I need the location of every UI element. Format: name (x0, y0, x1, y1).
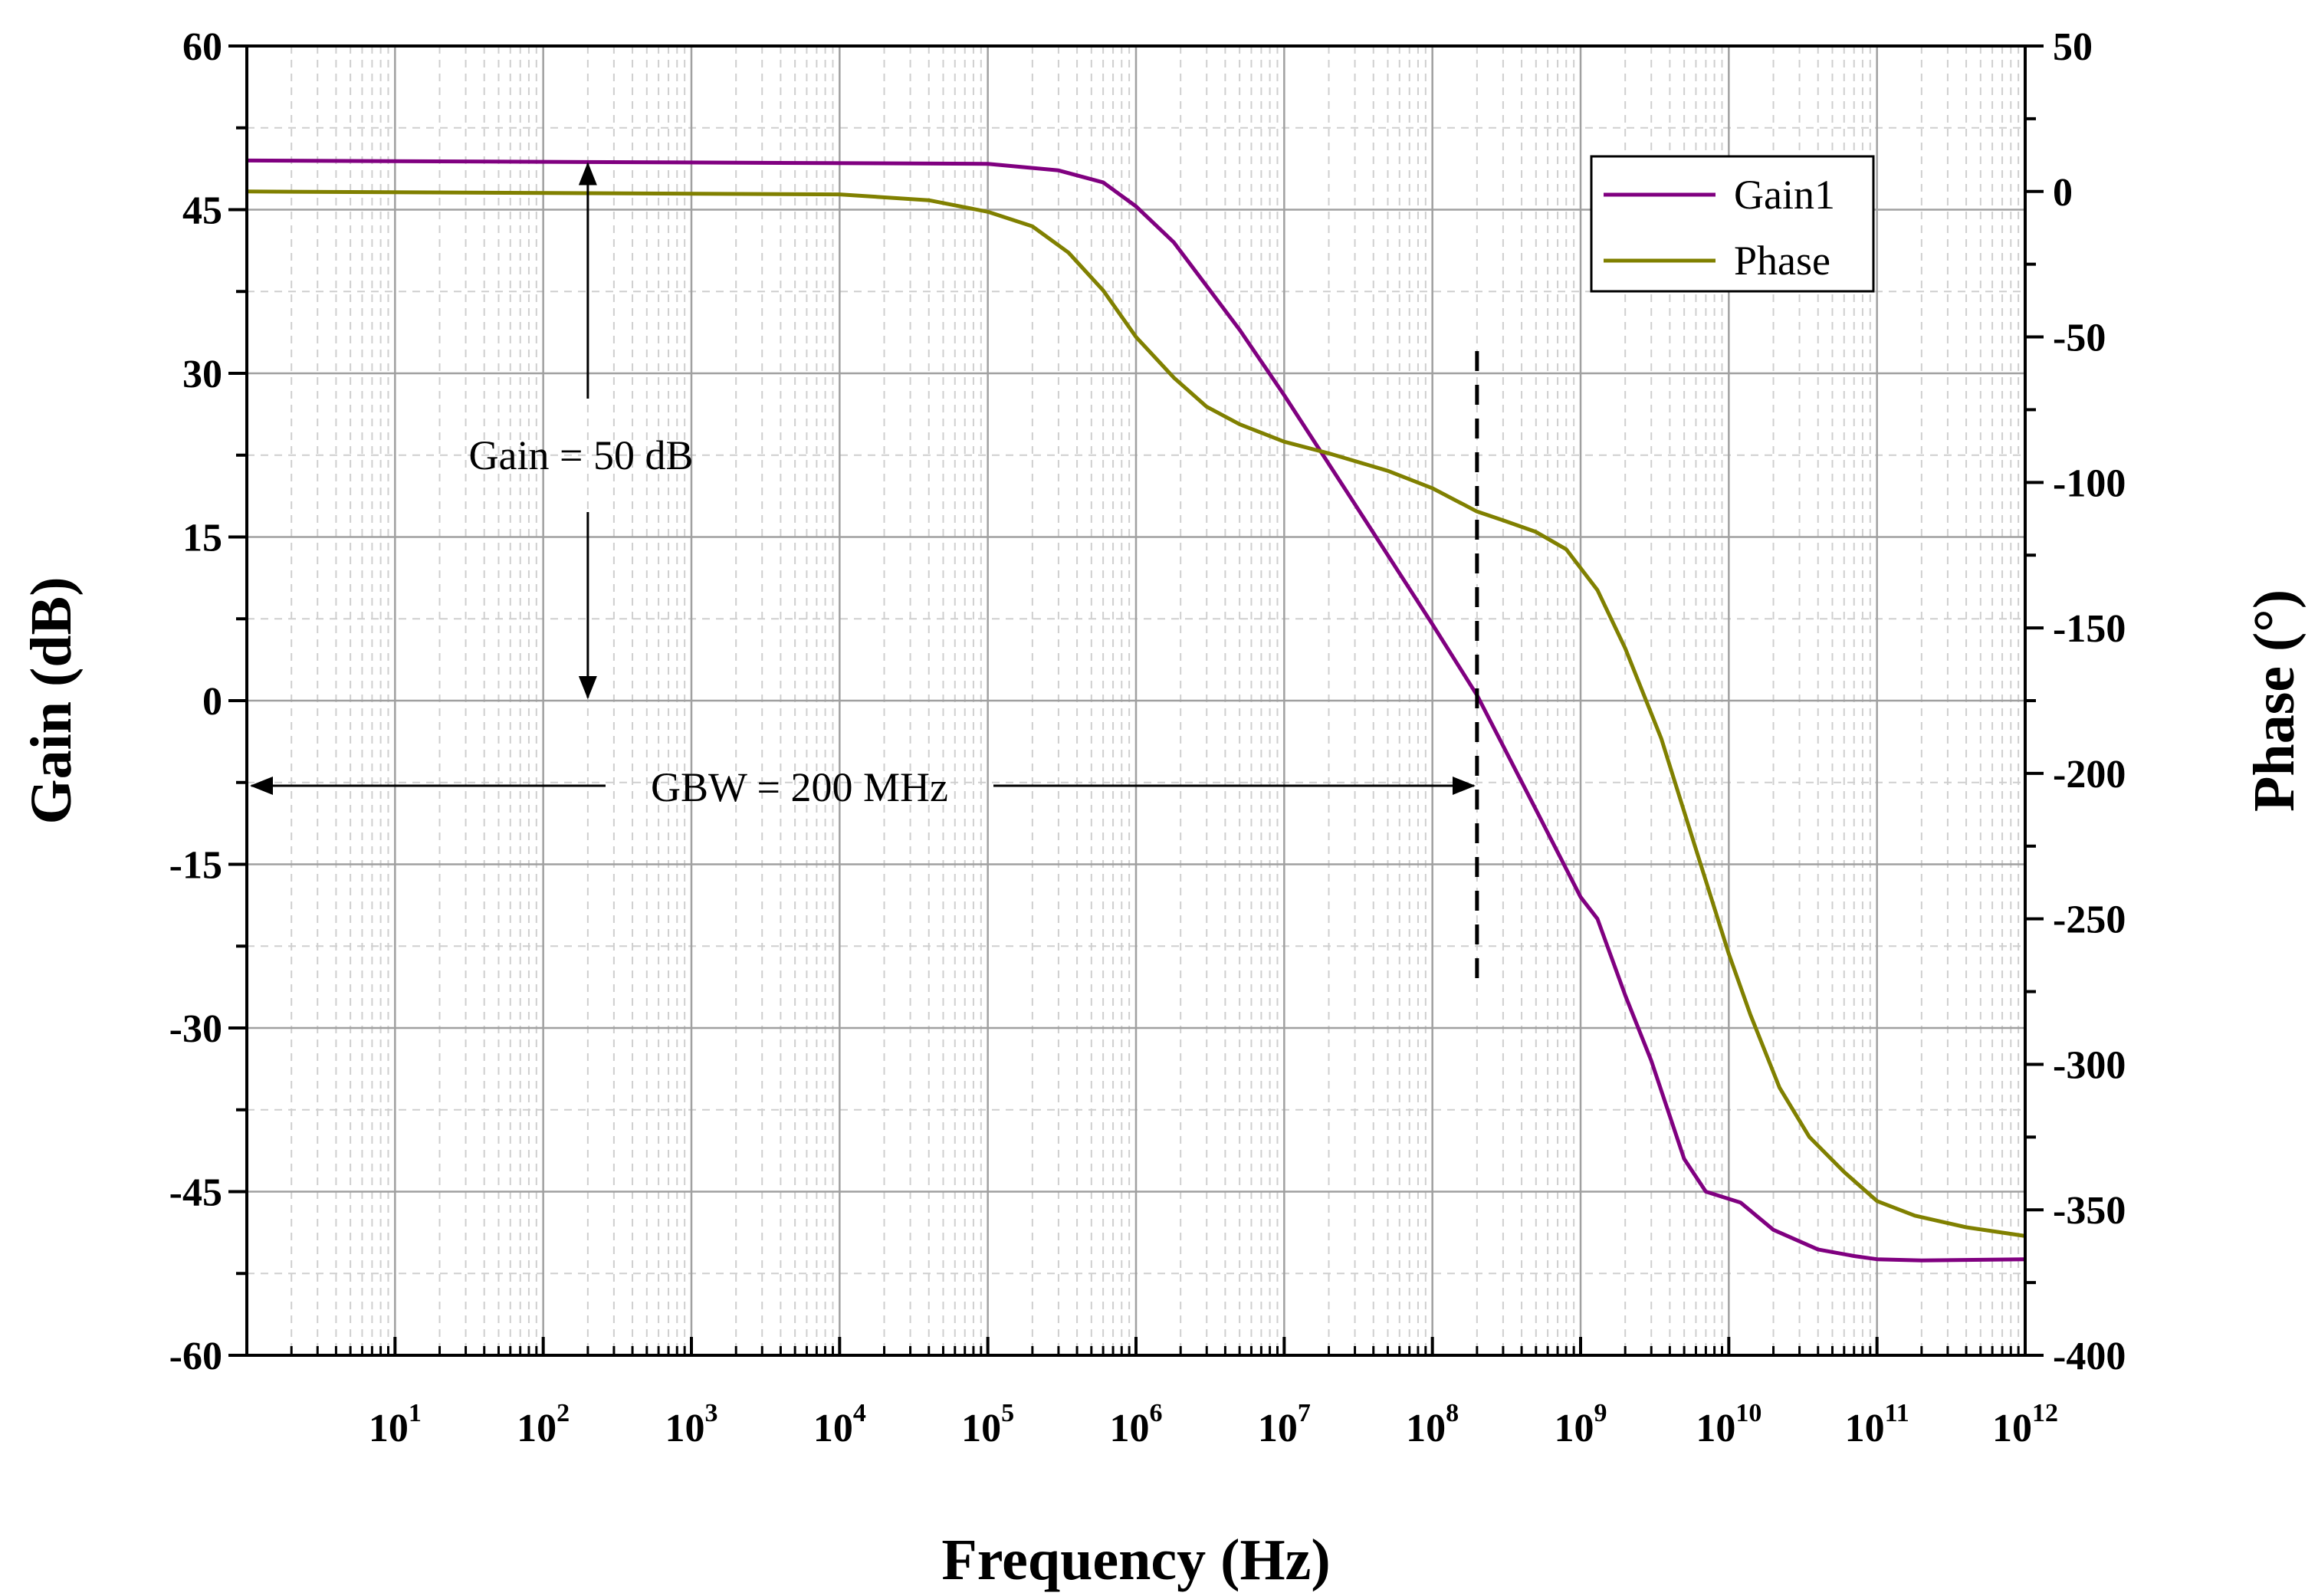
x-tick-label: 106 (1110, 1399, 1163, 1450)
y-right-tick-label: -400 (2053, 1335, 2126, 1378)
x-tick-label: 104 (813, 1399, 866, 1450)
y-left-tick-label: 60 (182, 25, 222, 69)
x-tick-label: 1011 (1845, 1399, 1909, 1450)
y-right-tick-label: -150 (2053, 607, 2126, 651)
y-left-tick-label: 30 (182, 353, 222, 396)
y-right-tick-label: -350 (2053, 1189, 2126, 1233)
legend-label-gain1: Gain1 (1734, 172, 1835, 218)
y-left-tick-label: -30 (169, 1007, 222, 1051)
y-right-tick-label: -100 (2053, 461, 2126, 505)
y-axis-right-title: Phase (°) (2242, 589, 2307, 812)
y-right-tick-label: -250 (2053, 898, 2126, 942)
x-tick-label: 105 (961, 1399, 1014, 1450)
labels-layer: 60 45 30 15 0 -15 -30 -45 -60 50 0 -50 -100 -150 -200 -… (169, 25, 2126, 1450)
y-right-tick-label: -300 (2053, 1043, 2126, 1087)
x-tick-label: 102 (517, 1399, 570, 1450)
x-tick-label: 109 (1555, 1399, 1607, 1450)
y-left-tick-label: -45 (169, 1171, 222, 1215)
y-right-tick-label: -50 (2053, 317, 2106, 360)
x-tick-label: 107 (1258, 1399, 1311, 1450)
y-left-tick-label: 45 (182, 189, 222, 233)
annotation-layer (250, 162, 1479, 989)
x-tick-label: 108 (1406, 1399, 1459, 1450)
gain-annotation: Gain = 50 dB (469, 432, 694, 478)
series-line-gain1 (246, 158, 2026, 1263)
x-tick-label: 1010 (1696, 1399, 1761, 1450)
series-line-phase (246, 189, 2026, 1238)
major-grid (247, 46, 2025, 1355)
y-left-tick-label: 0 (202, 680, 222, 724)
legend-label-phase: Phase (1734, 238, 1830, 284)
y-left-tick-label: -60 (169, 1335, 222, 1378)
y-left-tick-label: -15 (169, 844, 222, 888)
x-axis-title: Frequency (Hz) (941, 1528, 1330, 1592)
y-right-tick-label: -200 (2053, 753, 2126, 796)
ticks-layer (228, 44, 2044, 1357)
x-tick-label: 101 (369, 1399, 422, 1450)
y-right-tick-label: 0 (2053, 171, 2073, 215)
x-tick-label: 1012 (1992, 1399, 2058, 1450)
legend-box (1590, 155, 1875, 293)
series-layer (246, 158, 2026, 1263)
y-left-tick-label: 15 (182, 517, 222, 560)
gbw-annotation: GBW = 200 MHz (651, 764, 948, 810)
y-axis-left-title: Gain (dB) (19, 576, 84, 824)
y-right-tick-label: 50 (2053, 25, 2093, 69)
legend: Gain1 Phase (1590, 155, 1875, 293)
x-tick-label: 103 (665, 1399, 718, 1450)
